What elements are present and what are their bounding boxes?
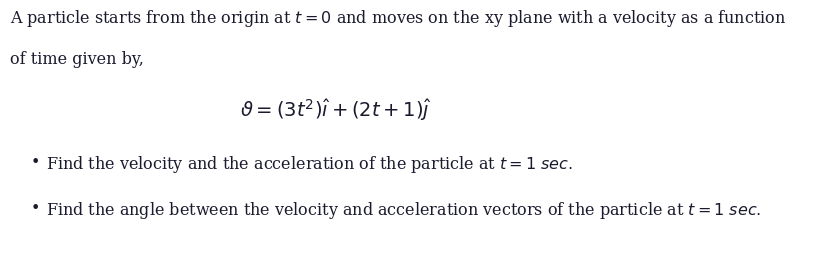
Text: •: •: [30, 154, 39, 170]
Text: of time given by,: of time given by,: [10, 51, 144, 68]
Text: Find the velocity and the acceleration of the particle at $t = 1$ $\mathit{sec}.: Find the velocity and the acceleration o…: [46, 154, 572, 175]
Text: $\vartheta = (3t^2)\hat{\imath} + (2t + 1)\hat{\jmath}$: $\vartheta = (3t^2)\hat{\imath} + (2t + …: [241, 97, 431, 123]
Text: Find the angle between the velocity and acceleration vectors of the particle at : Find the angle between the velocity and …: [46, 200, 761, 221]
Text: •: •: [30, 200, 39, 217]
Text: A particle starts from the origin at $t = 0$ and moves on the xy plane with a ve: A particle starts from the origin at $t …: [10, 8, 787, 29]
